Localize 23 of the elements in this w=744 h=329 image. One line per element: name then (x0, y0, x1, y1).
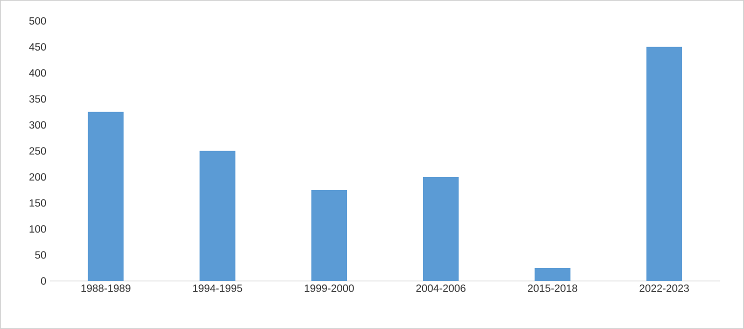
y-tick-label: 300 (29, 121, 46, 129)
y-tick-label: 150 (30, 199, 46, 207)
x-tick-label: 2015-2018 (528, 284, 578, 292)
bar (422, 177, 459, 282)
y-tick-label: 500 (29, 17, 46, 25)
x-tick-label: 1988-1989 (81, 284, 130, 292)
y-tick-label: 0 (40, 277, 46, 285)
x-tick-label: 2022-2023 (640, 284, 689, 292)
bar (311, 190, 348, 282)
y-tick-label: 350 (29, 95, 46, 103)
bar (646, 46, 682, 282)
bar (200, 150, 236, 282)
y-tick-label: 200 (29, 173, 46, 181)
x-tick-label: 2004-2006 (416, 284, 466, 292)
y-tick-label: 400 (29, 69, 46, 77)
x-tick-label: 1994-1995 (193, 284, 242, 292)
bar (88, 112, 124, 282)
y-tick-label: 50 (35, 251, 46, 259)
y-tick-label: 100 (30, 225, 46, 233)
x-tick-label: 1999-2000 (304, 284, 354, 292)
bar (534, 268, 570, 282)
y-tick-label: 250 (29, 147, 46, 155)
y-tick-label: 450 (29, 43, 46, 51)
